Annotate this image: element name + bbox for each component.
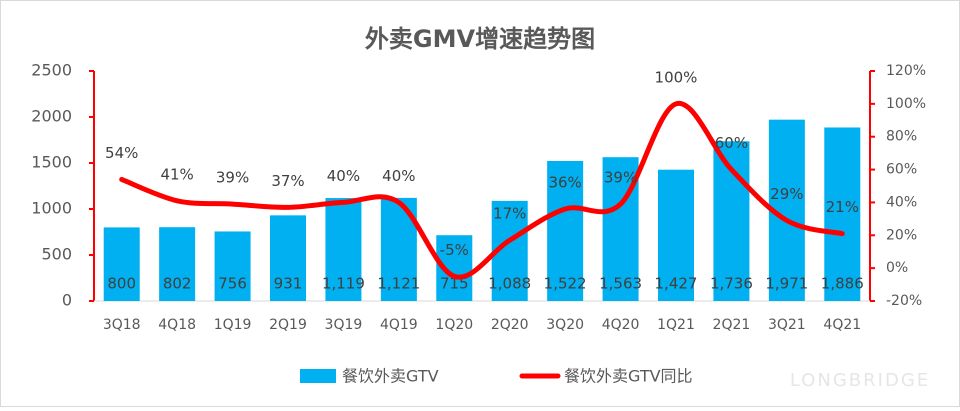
bar-value-label: 931 (274, 275, 303, 293)
bar (159, 227, 196, 301)
x-tick-label: 3Q19 (325, 317, 363, 333)
line-value-label: 60% (715, 134, 748, 152)
bar-value-label: 1,522 (544, 275, 587, 293)
x-tick-label: 3Q21 (768, 317, 806, 333)
y-tick-label: 2000 (31, 107, 72, 126)
y2-tick-label: 0% (886, 260, 908, 276)
line-value-label: 40% (327, 167, 360, 185)
bar-value-label: 1,886 (821, 275, 864, 293)
line-value-label: 21% (826, 198, 859, 216)
bar-value-label: 1,119 (322, 275, 365, 293)
legend-label: 餐饮外卖GTV (342, 367, 439, 386)
bar (103, 227, 140, 301)
x-tick-label: 3Q20 (546, 317, 584, 333)
x-tick-label: 2Q20 (491, 317, 529, 333)
bar (547, 160, 584, 301)
bar (325, 198, 362, 301)
bar (214, 231, 251, 301)
line-value-label: 39% (216, 169, 249, 187)
y2-tick-label: 20% (886, 227, 917, 243)
x-tick-label: 3Q18 (103, 317, 141, 333)
legend-swatch (300, 369, 336, 383)
x-tick-label: 4Q19 (380, 317, 418, 333)
x-tick-label: 4Q20 (602, 317, 640, 333)
line-value-label: 39% (604, 169, 637, 187)
bar-value-label: 1,971 (765, 275, 808, 293)
y2-tick-label: 100% (886, 96, 926, 112)
line-value-label: 54% (105, 144, 138, 162)
y-tick-label: 500 (41, 245, 72, 264)
bar-value-label: 800 (107, 275, 136, 293)
y2-tick-label: 120% (886, 63, 926, 79)
bar-value-label: 1,088 (488, 275, 531, 293)
bar-value-label: 802 (163, 275, 192, 293)
y2-tick-label: 60% (886, 162, 917, 178)
y2-tick-label: 80% (886, 129, 917, 145)
y2-tick-label: 40% (886, 194, 917, 210)
y2-tick-label: -20% (886, 293, 922, 309)
line-value-label: 17% (493, 205, 526, 223)
x-tick-label: 2Q19 (269, 317, 307, 333)
bar-value-label: 1,121 (377, 275, 420, 293)
line-value-label: 100% (655, 68, 698, 86)
bar (270, 215, 306, 301)
line-value-label: 29% (770, 185, 803, 203)
bar-value-label: 1,563 (599, 275, 642, 293)
line-value-label: 37% (271, 172, 304, 190)
x-tick-label: 1Q20 (435, 317, 473, 333)
x-tick-label: 1Q19 (214, 317, 252, 333)
bar (658, 169, 694, 301)
y-tick-label: 0 (62, 291, 72, 310)
line-value-label: -5% (440, 241, 469, 259)
line-value-label: 40% (382, 167, 415, 185)
y-tick-label: 1500 (31, 153, 72, 172)
x-tick-label: 2Q21 (713, 317, 751, 333)
y-tick-label: 2500 (31, 61, 72, 80)
bar-value-label: 756 (218, 275, 247, 293)
line-value-label: 36% (548, 174, 581, 192)
x-tick-label: 4Q21 (823, 317, 861, 333)
legend-label: 餐饮外卖GTV同比 (564, 367, 693, 386)
watermark: LONGBRIDGE (790, 370, 930, 391)
chart-title: 外卖GMV增速趋势图 (365, 25, 595, 53)
bar-value-label: 1,427 (655, 275, 698, 293)
line-value-label: 41% (160, 165, 193, 183)
line (119, 101, 845, 280)
bar (824, 127, 861, 301)
y-tick-label: 1000 (31, 199, 72, 218)
x-tick-label: 1Q21 (657, 317, 695, 333)
bar-value-label: 1,736 (710, 275, 753, 293)
x-tick-label: 4Q18 (158, 317, 196, 333)
